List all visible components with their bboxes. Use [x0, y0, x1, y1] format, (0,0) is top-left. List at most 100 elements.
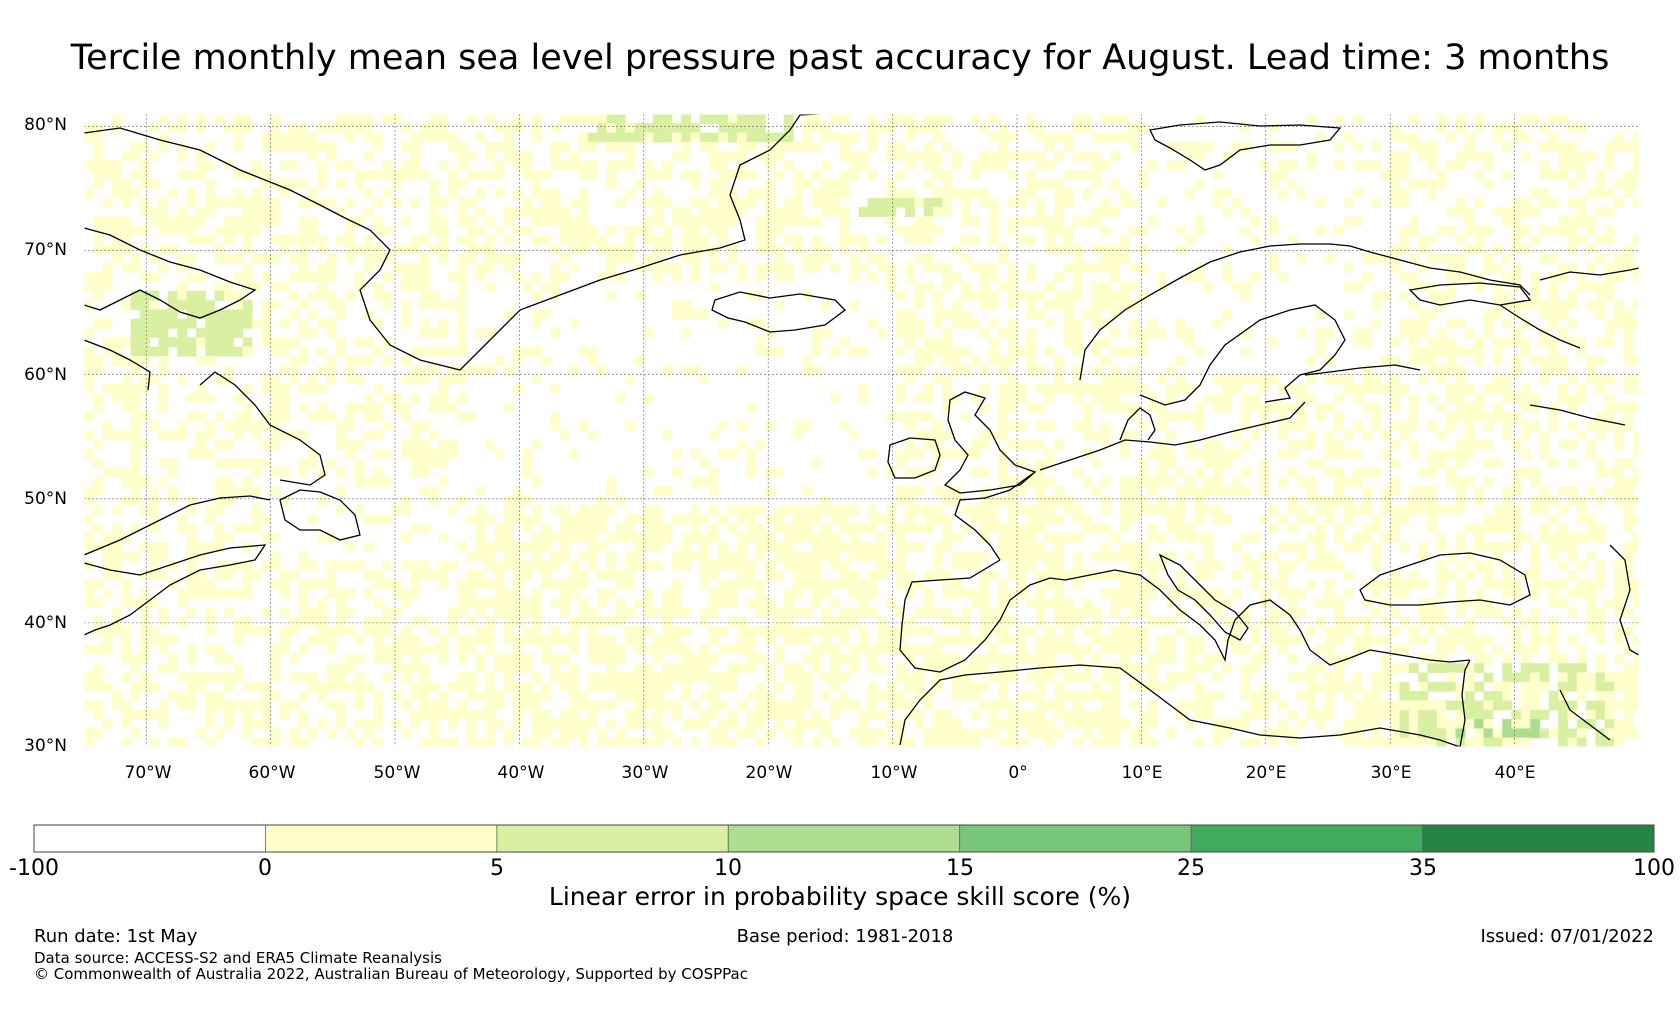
skill-cell [765, 262, 775, 273]
skill-cell [1156, 449, 1167, 459]
skill-cell [867, 318, 878, 329]
skill-cell [1548, 290, 1559, 301]
skill-cell [1063, 244, 1074, 255]
skill-cell [1530, 709, 1541, 720]
skill-cell [289, 272, 300, 283]
skill-cell [1343, 719, 1354, 729]
skill-cell [970, 514, 981, 525]
skill-cell [1614, 402, 1624, 413]
skill-cell [419, 439, 430, 450]
skill-cell [923, 439, 934, 450]
skill-cell [1408, 495, 1419, 506]
skill-cell [382, 290, 393, 301]
skill-cell [475, 486, 486, 497]
skill-cell [214, 532, 225, 543]
skill-cell [970, 467, 981, 478]
skill-cell [1464, 700, 1475, 711]
skill-cell [746, 514, 757, 525]
skill-cell [289, 672, 300, 683]
skill-cell [373, 719, 384, 729]
skill-cell [830, 542, 841, 553]
skill-cell [1063, 300, 1074, 311]
skill-cell [1250, 579, 1261, 590]
skill-cell [1511, 300, 1522, 311]
skill-cell [447, 616, 458, 627]
skill-cell [1007, 225, 1018, 236]
skill-cell [905, 672, 915, 683]
skill-cell [1632, 579, 1639, 590]
skill-cell [1390, 421, 1401, 432]
skill-cell [709, 570, 719, 580]
skill-cell [196, 160, 206, 171]
skill-cell [279, 160, 290, 171]
skill-cell [531, 607, 542, 618]
skill-cell [270, 253, 281, 264]
skill-cell [1054, 216, 1065, 227]
skill-cell [1408, 449, 1419, 459]
skill-cell [606, 570, 617, 580]
skill-cell [196, 207, 206, 217]
skill-cell [1240, 141, 1251, 152]
skill-cell [1418, 467, 1429, 478]
skill-cell [1548, 579, 1559, 590]
skill-cell [979, 505, 990, 515]
skill-cell [858, 449, 869, 459]
skill-cell [1427, 467, 1438, 478]
skill-cell [205, 700, 216, 711]
skill-cell [1352, 421, 1363, 432]
skill-cell [1259, 700, 1270, 711]
skill-cell [1576, 346, 1587, 357]
skill-cell [998, 244, 1009, 255]
skill-cell [587, 356, 598, 366]
skill-cell [1408, 132, 1419, 143]
skill-cell [578, 235, 589, 245]
skill-cell [317, 346, 328, 357]
skill-cell [1390, 160, 1401, 171]
skill-cell [1063, 318, 1074, 329]
skill-cell [1026, 309, 1037, 320]
skill-cell [1362, 691, 1373, 701]
skill-cell [1455, 458, 1466, 469]
skill-cell [1054, 225, 1065, 236]
skill-cell [186, 393, 197, 404]
skill-cell [1399, 318, 1410, 329]
skill-cell [615, 495, 626, 506]
skill-cell [923, 346, 934, 357]
skill-cell [765, 151, 775, 162]
skill-cell [1175, 160, 1186, 171]
skill-cell [307, 151, 318, 162]
skill-cell [989, 151, 999, 162]
skill-cell [1390, 458, 1401, 469]
skill-cell [737, 626, 747, 636]
skill-cell [1474, 393, 1485, 404]
skill-cell [317, 318, 328, 329]
skill-cell [214, 281, 225, 292]
skill-cell [1483, 225, 1494, 236]
skill-cell [849, 579, 859, 590]
skill-cell [196, 681, 206, 692]
skill-cell [1063, 495, 1074, 506]
skill-cell [886, 114, 897, 124]
skill-cell [1026, 505, 1037, 515]
skill-cell [242, 411, 253, 422]
skill-cell [625, 123, 635, 134]
skill-cell [270, 132, 281, 143]
skill-cell [559, 551, 570, 562]
skill-cell [168, 560, 178, 571]
skill-cell [895, 532, 906, 543]
skill-cell [1390, 486, 1401, 497]
skill-cell [1175, 467, 1186, 478]
skill-cell [961, 616, 971, 627]
skill-cell [1259, 709, 1270, 720]
skill-cell [289, 253, 300, 264]
skill-cell [634, 532, 645, 543]
skill-cell [214, 197, 225, 208]
skill-cell [186, 225, 197, 236]
skill-cell [494, 123, 505, 134]
skill-cell [1287, 709, 1298, 720]
skill-cell [1082, 188, 1093, 199]
skill-cell [298, 598, 309, 608]
skill-cell [653, 532, 663, 543]
skill-cell [569, 700, 580, 711]
skill-cell [625, 635, 635, 646]
